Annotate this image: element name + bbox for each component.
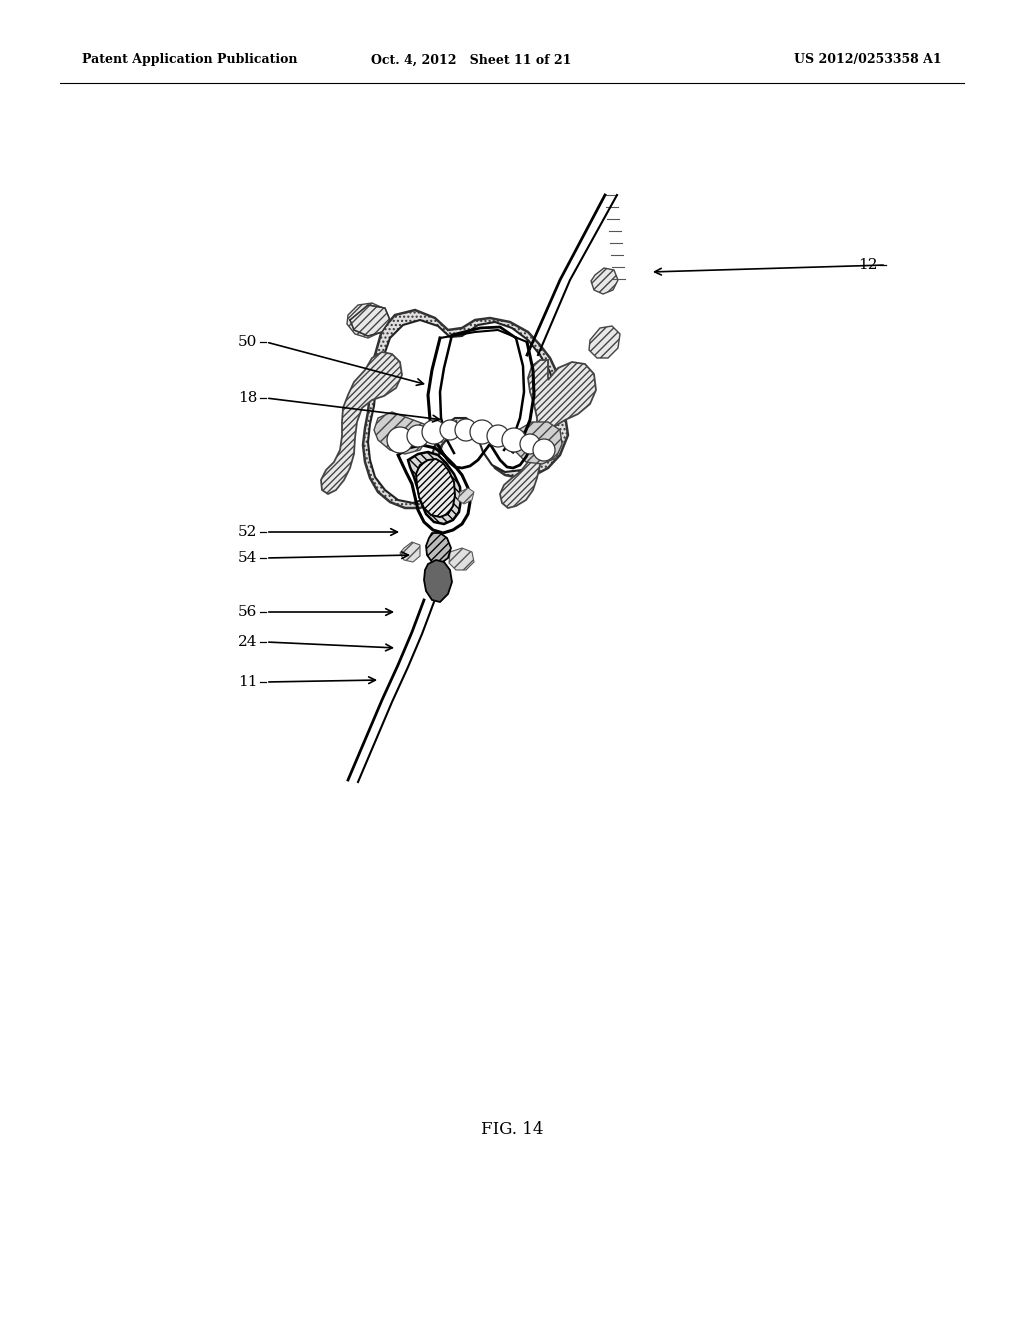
Circle shape xyxy=(422,420,446,444)
Text: 54: 54 xyxy=(238,550,257,565)
Text: FIG. 14: FIG. 14 xyxy=(480,1122,544,1138)
Text: 56: 56 xyxy=(238,605,257,619)
Polygon shape xyxy=(368,319,556,503)
Text: 11: 11 xyxy=(238,675,257,689)
Polygon shape xyxy=(514,422,562,465)
Polygon shape xyxy=(591,268,618,294)
Polygon shape xyxy=(449,548,474,570)
Text: 24: 24 xyxy=(238,635,257,649)
Polygon shape xyxy=(347,304,387,338)
Circle shape xyxy=(440,420,460,440)
Text: 52: 52 xyxy=(238,525,257,539)
Circle shape xyxy=(534,440,555,461)
Polygon shape xyxy=(321,352,402,494)
Text: 18: 18 xyxy=(238,391,257,405)
Polygon shape xyxy=(589,326,620,358)
Text: 50: 50 xyxy=(238,335,257,348)
Polygon shape xyxy=(424,560,452,602)
Circle shape xyxy=(502,428,526,451)
Polygon shape xyxy=(500,360,596,508)
Polygon shape xyxy=(426,533,451,564)
Circle shape xyxy=(487,425,509,447)
Text: US 2012/0253358 A1: US 2012/0253358 A1 xyxy=(795,54,942,66)
Circle shape xyxy=(470,420,494,444)
Text: Patent Application Publication: Patent Application Publication xyxy=(82,54,297,66)
Circle shape xyxy=(407,425,429,447)
Polygon shape xyxy=(408,451,461,524)
Text: 12: 12 xyxy=(858,257,878,272)
Circle shape xyxy=(520,434,540,454)
Polygon shape xyxy=(350,305,390,337)
Text: Oct. 4, 2012   Sheet 11 of 21: Oct. 4, 2012 Sheet 11 of 21 xyxy=(371,54,571,66)
Polygon shape xyxy=(374,412,428,454)
Polygon shape xyxy=(362,310,568,508)
Polygon shape xyxy=(416,459,455,517)
Polygon shape xyxy=(400,543,420,562)
Polygon shape xyxy=(458,488,474,504)
Circle shape xyxy=(455,418,477,441)
Circle shape xyxy=(387,426,413,453)
